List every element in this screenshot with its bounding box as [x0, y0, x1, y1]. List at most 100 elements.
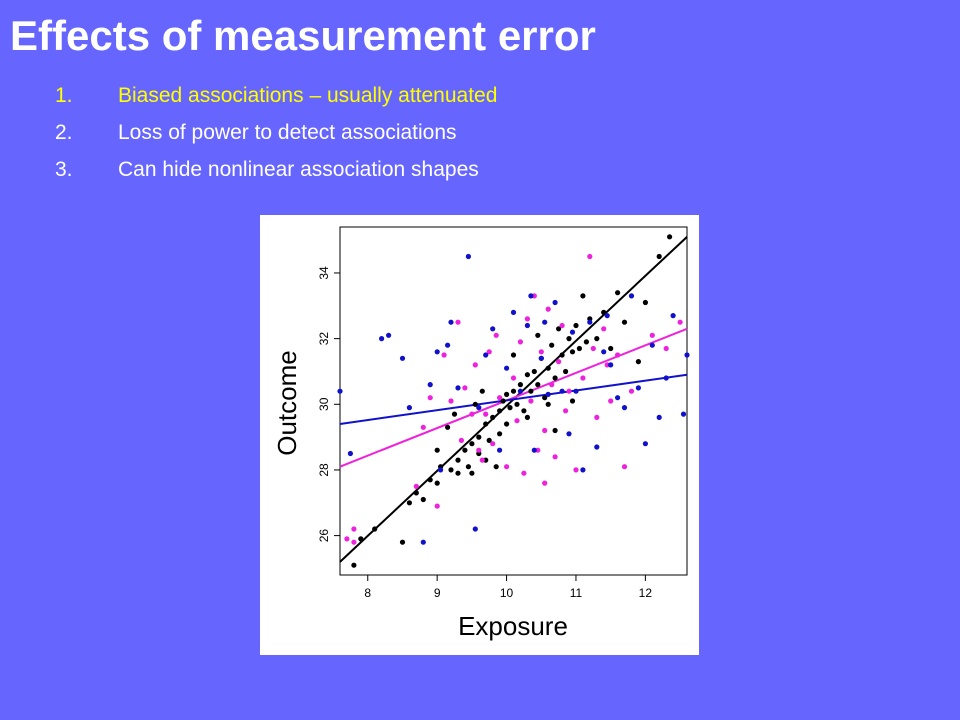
y-tick-label: 34	[317, 266, 331, 280]
data-point	[542, 319, 548, 325]
data-point	[528, 398, 534, 404]
data-point	[573, 467, 579, 473]
data-point	[510, 375, 517, 381]
data-point	[621, 319, 628, 325]
data-point	[524, 316, 530, 322]
data-point	[413, 490, 419, 496]
data-point	[642, 441, 648, 447]
data-point	[441, 352, 447, 358]
data-point	[563, 368, 569, 375]
data-point	[372, 526, 378, 532]
data-point	[566, 336, 572, 342]
data-point	[680, 411, 687, 417]
data-point	[583, 339, 589, 345]
data-point	[580, 293, 586, 299]
data-point	[445, 342, 451, 348]
data-point	[552, 299, 558, 306]
data-point	[517, 388, 523, 394]
data-point	[559, 352, 565, 358]
data-point	[608, 362, 614, 368]
y-tick-label: 32	[317, 332, 331, 346]
data-point	[604, 313, 610, 319]
data-point	[434, 480, 440, 486]
data-point	[420, 539, 426, 545]
data-point	[497, 408, 503, 414]
scatter-chart-panel: 8 9 10 11 12 26 28 30 32 34 Exposure Outcome	[260, 215, 699, 655]
data-point	[490, 441, 496, 447]
y-axis: 26 28 30 32 34	[317, 266, 340, 542]
data-point	[510, 309, 517, 315]
data-point	[458, 437, 464, 443]
data-point	[493, 332, 499, 338]
data-point	[469, 441, 475, 447]
data-point	[545, 306, 551, 312]
data-point	[483, 411, 489, 417]
data-point	[448, 319, 454, 325]
data-point	[552, 375, 558, 381]
data-point	[455, 319, 461, 325]
data-point	[556, 359, 562, 365]
data-point	[580, 467, 586, 473]
data-point	[684, 352, 690, 358]
scatter-chart: 8 9 10 11 12 26 28 30 32 34 Exposure Outcome	[272, 226, 690, 641]
data-point	[601, 309, 607, 315]
data-point	[649, 332, 655, 338]
x-axis: 8 9 10 11 12	[364, 575, 652, 600]
bullet-text: Biased associations – usually attenuated	[118, 84, 498, 107]
data-point	[351, 526, 357, 532]
x-tick-label: 12	[639, 586, 653, 600]
data-point	[445, 424, 451, 430]
data-point	[545, 401, 551, 407]
data-point	[504, 421, 510, 427]
data-point	[465, 253, 471, 260]
data-point	[469, 470, 475, 476]
data-point	[524, 372, 530, 378]
data-point	[670, 313, 676, 319]
data-point	[559, 322, 565, 329]
data-point	[351, 562, 357, 568]
bullet-number: 2.	[55, 121, 73, 144]
data-point	[538, 349, 544, 355]
data-point	[563, 408, 569, 414]
data-point	[427, 477, 433, 483]
data-point	[566, 388, 572, 394]
data-point	[500, 398, 506, 404]
data-point	[545, 391, 551, 397]
data-point	[552, 427, 558, 434]
data-point	[486, 437, 492, 443]
data-point	[542, 427, 548, 434]
data-point	[569, 349, 576, 355]
data-point	[521, 408, 527, 414]
data-point	[448, 467, 454, 473]
data-point	[601, 349, 607, 355]
data-point	[656, 253, 662, 260]
data-point	[483, 421, 489, 427]
slide-title: Effects of measurement error	[10, 12, 596, 59]
bullet-number: 1.	[55, 84, 73, 107]
data-point	[504, 365, 510, 371]
data-point	[427, 382, 433, 388]
data-point	[514, 401, 520, 407]
data-point	[358, 536, 364, 542]
data-point	[434, 447, 440, 453]
data-point	[549, 342, 555, 348]
data-point	[504, 391, 510, 397]
data-point	[615, 290, 621, 296]
data-point	[587, 319, 593, 325]
data-point	[351, 539, 357, 545]
data-point	[469, 411, 475, 417]
data-point	[476, 434, 482, 440]
plot-frame	[339, 226, 688, 576]
data-point	[451, 411, 458, 417]
data-point	[667, 234, 673, 240]
data-point	[594, 336, 600, 342]
data-point	[497, 395, 503, 401]
data-point	[507, 405, 513, 411]
data-point	[615, 395, 621, 401]
data-point	[386, 332, 392, 338]
data-point	[569, 329, 576, 335]
data-point	[649, 342, 655, 348]
bullet-number: 3.	[55, 158, 73, 181]
data-point	[556, 326, 562, 332]
data-point	[552, 454, 558, 460]
